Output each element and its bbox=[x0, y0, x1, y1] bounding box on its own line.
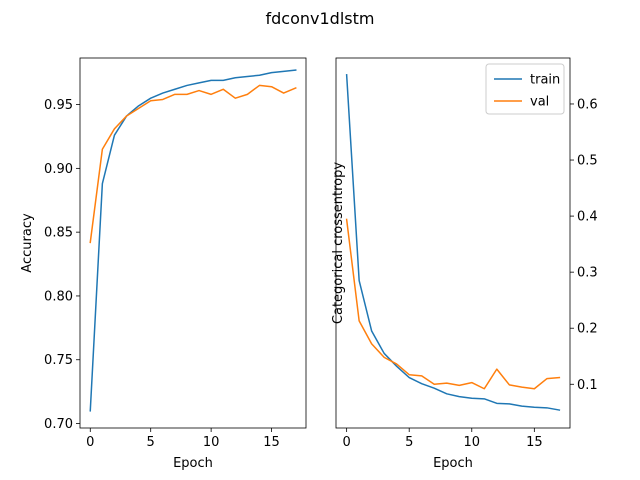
loss-axes-frame bbox=[335, 57, 571, 429]
loss-x-tick-label: 10 bbox=[463, 435, 480, 450]
legend-label-train: train bbox=[530, 73, 560, 88]
loss-y-tick-label: 0.4 bbox=[577, 210, 598, 225]
loss-y-tick-label: 0.6 bbox=[577, 97, 598, 112]
loss-y-tick-label: 0.5 bbox=[577, 154, 598, 169]
acc-y-tick-label: 0.70 bbox=[44, 417, 73, 432]
legend: train val bbox=[485, 63, 565, 115]
loss-x-tick-label: 15 bbox=[526, 435, 543, 450]
acc-x-tick-label: 10 bbox=[203, 435, 220, 450]
acc-axes-frame bbox=[79, 57, 307, 429]
accuracy-subplot: 0 5 10 15 0.70 0.75 0.80 0.85 0.90 0.95 Epoch Accur… bbox=[20, 57, 307, 471]
loss-x-tick-label: 5 bbox=[405, 435, 413, 450]
loss-series-val-line bbox=[345, 218, 561, 390]
acc-y-tick-label: 0.95 bbox=[44, 98, 73, 113]
loss-x-tick-label: 0 bbox=[342, 435, 350, 450]
acc-y-axis-label: Accuracy bbox=[20, 213, 35, 273]
figure-title: fdconv1dlstm bbox=[266, 9, 375, 28]
legend-label-val: val bbox=[530, 95, 549, 110]
acc-series-val-line bbox=[89, 84, 297, 244]
loss-x-axis-label: Epoch bbox=[433, 456, 473, 471]
loss-y-axis-label: Categorical crossentropy bbox=[331, 162, 346, 324]
acc-x-tick-label: 15 bbox=[263, 435, 280, 450]
acc-x-axis-label: Epoch bbox=[173, 456, 213, 471]
acc-y-tick-label: 0.85 bbox=[44, 226, 73, 241]
loss-y-tick-label: 0.2 bbox=[577, 322, 598, 337]
acc-x-tick-label: 5 bbox=[147, 435, 155, 450]
crossentropy-subplot: 0 5 10 15 0.1 0.2 0.3 0.4 0.5 0.6 Epoch Categorical… bbox=[331, 57, 598, 471]
acc-y-tick-label: 0.75 bbox=[44, 353, 73, 368]
acc-y-tick-label: 0.90 bbox=[44, 162, 73, 177]
loss-y-tick-label: 0.1 bbox=[577, 378, 598, 393]
acc-y-tick-label: 0.80 bbox=[44, 289, 73, 304]
legend-frame bbox=[485, 63, 565, 115]
loss-series-train-line bbox=[345, 74, 561, 411]
loss-y-tick-label: 0.3 bbox=[577, 266, 598, 281]
acc-x-tick-label: 0 bbox=[86, 435, 94, 450]
